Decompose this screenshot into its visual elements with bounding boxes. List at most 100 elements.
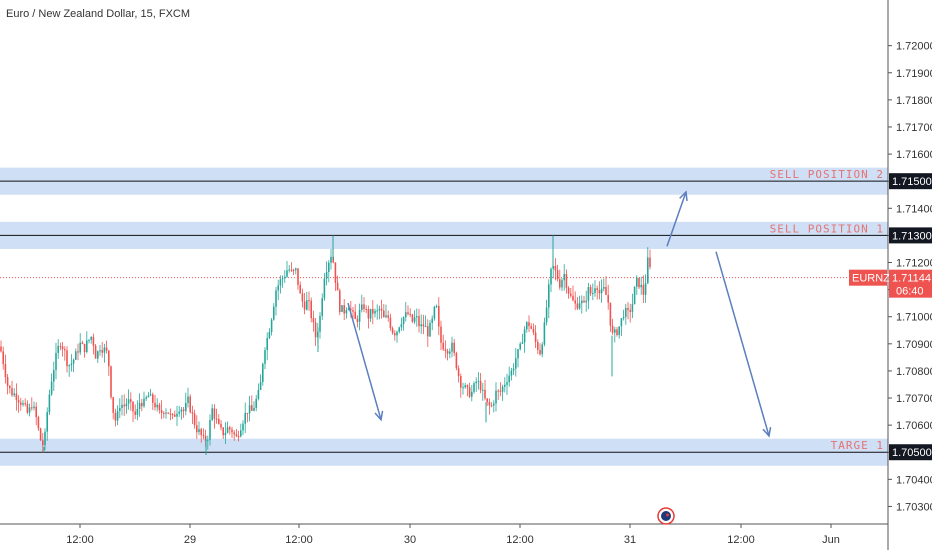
candle-body (314, 322, 317, 338)
candle-body (561, 280, 563, 288)
candle-body (204, 435, 207, 441)
candle-body (559, 279, 561, 288)
candle-body (343, 305, 345, 314)
candle-body (99, 350, 101, 352)
candle-body (160, 409, 163, 413)
candle-body (125, 403, 128, 407)
candle-body (103, 347, 106, 353)
candle-body (534, 332, 537, 343)
candle-body (20, 402, 22, 405)
candle-body (77, 351, 79, 353)
candle-body (132, 401, 134, 412)
candle-body (431, 318, 433, 323)
time-tick-label: Jun (822, 534, 840, 546)
candle-body (158, 404, 161, 410)
candle-body (70, 363, 73, 366)
candle-body (218, 418, 220, 424)
candle-body (262, 363, 264, 383)
chart-title: Euro / New Zealand Dollar, 15, FXCM (6, 8, 190, 20)
candle-body (55, 352, 57, 370)
candle-body (143, 398, 145, 407)
candle-body (297, 268, 299, 285)
price-tick-label: 1.71400 (896, 203, 932, 215)
time-tick-label: 12:00 (506, 534, 534, 546)
candle-body (442, 342, 444, 350)
candle-body (31, 407, 33, 409)
session-break-icon[interactable] (657, 507, 675, 525)
candle-body (24, 403, 26, 405)
candle-body (352, 310, 354, 312)
candle-body (231, 429, 233, 433)
time-tick-label: 29 (184, 534, 196, 546)
candle-body (66, 350, 68, 367)
candle-body (629, 310, 631, 312)
last-price-tag (889, 269, 932, 298)
candle-body (482, 389, 484, 391)
candle-body (277, 285, 279, 291)
candle-body (127, 399, 130, 404)
candle-body (614, 329, 616, 333)
trade-arrow-head (679, 190, 688, 202)
price-tick-label: 1.71200 (896, 258, 932, 270)
candle-body (147, 395, 150, 398)
price-axis[interactable]: 1.72000 1.71900 1.71800 1.71700 1.71600 1.715… (849, 0, 932, 550)
candle-body (611, 325, 614, 333)
zone-price-tag-label: 1.70500 (892, 447, 932, 459)
candle-body (587, 287, 590, 301)
candle-body (264, 350, 266, 364)
candle-body (581, 300, 583, 304)
candle-body (323, 278, 326, 299)
candle-body (444, 349, 447, 351)
candle-body (105, 347, 108, 351)
candle-body (389, 317, 392, 329)
candle-body (229, 427, 231, 430)
candle-body (372, 308, 374, 314)
candle-body (627, 307, 629, 311)
candle-body (530, 326, 532, 329)
candle-body (92, 336, 95, 346)
candle-body (79, 342, 81, 353)
candle-body (59, 346, 62, 348)
candle-body (17, 400, 20, 403)
candle-body (400, 324, 403, 328)
candle-body (325, 271, 328, 279)
candle-body (499, 390, 502, 392)
zone-price-tag-label: 1.71500 (892, 176, 932, 188)
candle-body (411, 314, 414, 322)
session-icon-globe (661, 511, 671, 521)
candle-body (420, 324, 422, 327)
candle-body (116, 410, 119, 421)
candle-body (11, 388, 13, 396)
candle-body (48, 394, 51, 413)
candle-body (209, 420, 211, 440)
time-axis[interactable]: 12:00 29 12:00 30 12:00 31 12:00 Jun (0, 523, 888, 546)
candle-body (620, 318, 623, 327)
price-tick-label: 1.70700 (896, 393, 932, 405)
session-icon-dot (666, 513, 669, 517)
symbol-tag-label: EURNZD (852, 273, 898, 285)
candle-body (336, 282, 339, 291)
candle-body (328, 262, 330, 272)
candle-body (363, 304, 365, 309)
time-tick-label: 31 (624, 534, 636, 546)
candle-body (416, 316, 418, 318)
candle-body (42, 440, 44, 446)
candle-body (233, 432, 235, 435)
time-tick-label: 12:00 (727, 534, 755, 546)
candle-body (455, 352, 458, 369)
candle-body (413, 317, 416, 322)
candle-body (550, 268, 552, 285)
candle-body (88, 339, 90, 341)
candle-body (33, 406, 35, 408)
candle-body (383, 310, 385, 318)
candle-body (191, 412, 194, 414)
candle-body (185, 403, 187, 412)
candle-body (253, 407, 255, 411)
candle-body (506, 382, 508, 385)
candle-body (189, 396, 191, 413)
candle-body (473, 383, 475, 392)
price-tick-label: 1.72000 (896, 41, 932, 53)
candle-body (358, 309, 361, 322)
candle-body (255, 398, 257, 408)
